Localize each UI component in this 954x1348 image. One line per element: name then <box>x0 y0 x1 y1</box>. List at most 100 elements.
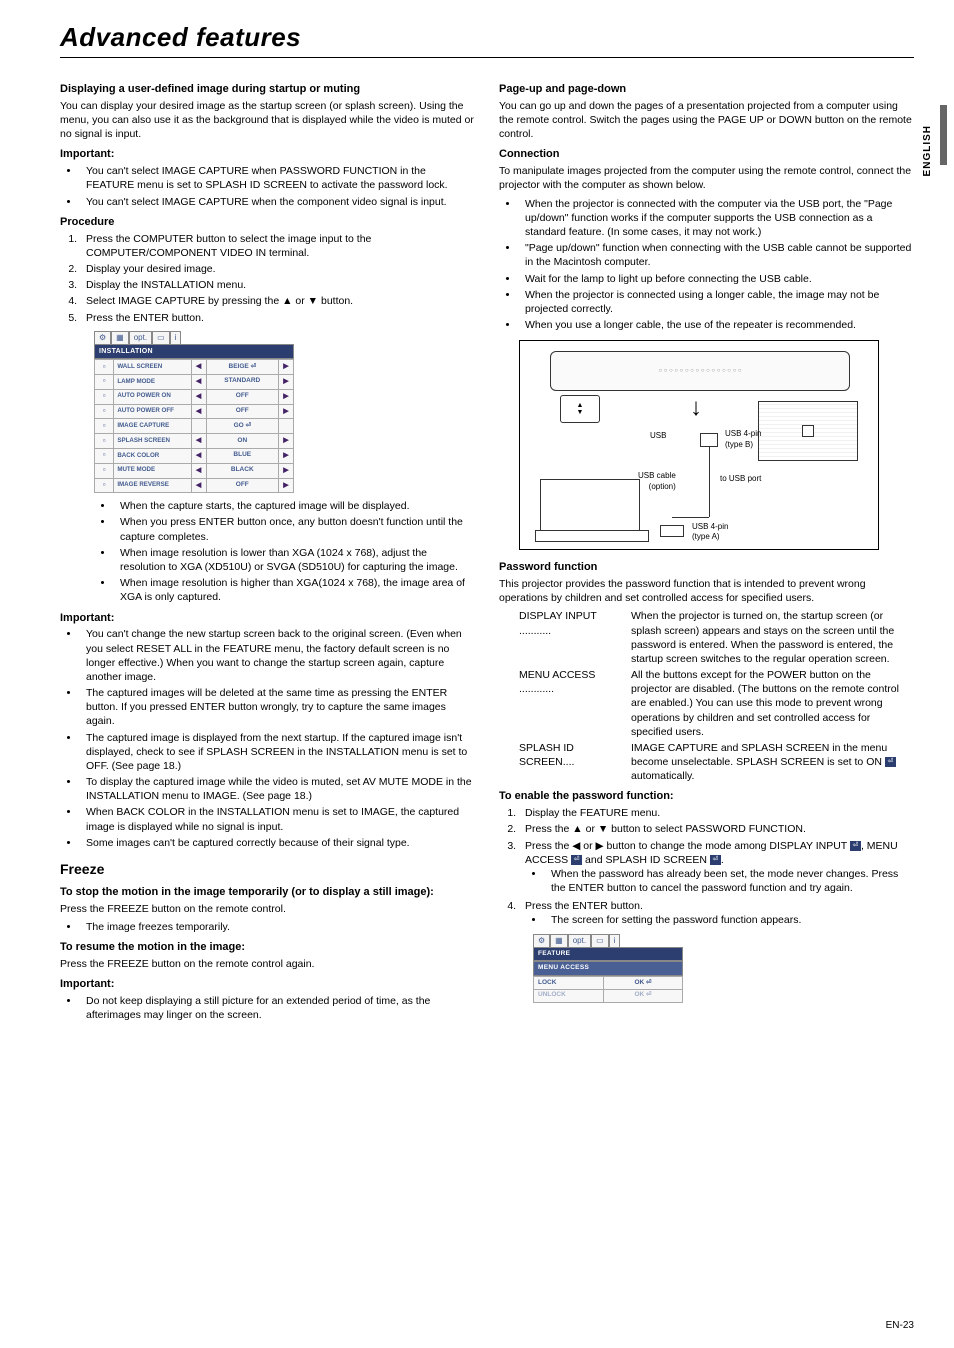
heading-freeze-resume: To resume the motion in the image: <box>60 940 475 955</box>
menu-row-label: LOCK <box>534 977 604 990</box>
left-arrow-icon: ◀ <box>191 434 206 449</box>
menu-row-label: LAMP MODE <box>114 374 191 389</box>
lock-icon: ⏎ <box>885 757 896 767</box>
laptop-icon <box>540 479 640 539</box>
procedure-list: Press the COMPUTER button to select the … <box>60 232 475 325</box>
menu-row: ▫MUTE MODE◀BLACK▶ <box>95 463 294 478</box>
list-item: When image resolution is higher than XGA… <box>114 576 475 604</box>
projector-icon <box>758 401 858 461</box>
page-title: Advanced features <box>60 20 914 58</box>
menu-rows: ▫WALL SCREEN◀BEIGE ⏎▶▫LAMP MODE◀STANDARD… <box>94 359 294 493</box>
definition-row: DISPLAY INPUT ........... When the proje… <box>519 609 914 666</box>
menu-tabs: ⚙ ▦ opt. ▭ i <box>94 331 294 344</box>
menu-row: ▫SPLASH SCREEN◀ON▶ <box>95 434 294 449</box>
menu-row-value: STANDARD <box>206 374 278 389</box>
connection-diagram: ○ ○ ○ ○ ○ ○ ○ ○ ○ ○ ○ ○ ○ ○ ○ ○ ▲▼ ↓ USB… <box>519 340 879 550</box>
menu-row-label: MUTE MODE <box>114 463 191 478</box>
heading-freeze-stop: To stop the motion in the image temporar… <box>60 885 475 900</box>
left-arrow-icon: ◀ <box>191 448 206 463</box>
right-arrow-icon: ▶ <box>279 389 294 404</box>
menu-tab-icon: i <box>170 331 182 344</box>
menu-row-value: OFF <box>206 389 278 404</box>
menu-row-icon: ▫ <box>95 478 114 493</box>
menu-row: ▫LAMP MODE◀STANDARD▶ <box>95 374 294 389</box>
menu-header: FEATURE <box>533 947 683 962</box>
important-list-3: Do not keep displaying a still picture f… <box>60 994 475 1022</box>
menu-row: ▫IMAGE CAPTUREGO ⏎ <box>95 419 294 434</box>
lock-icon: ⏎ <box>710 855 721 865</box>
feature-menu: ⚙ ▦ opt. ▭ i FEATURE MENU ACCESS LOCKOK … <box>533 934 683 1003</box>
down-arrow-icon: ↓ <box>690 396 702 420</box>
list-item: When the projector is connected using a … <box>519 288 914 316</box>
list-item: Display your desired image. <box>80 262 475 276</box>
menu-tab-icon: ⚙ <box>94 331 111 344</box>
menu-row-label: WALL SCREEN <box>114 360 191 375</box>
paragraph: You can go up and down the pages of a pr… <box>499 99 914 142</box>
heading-connection: Connection <box>499 147 914 162</box>
page-updown-icon: ▲▼ <box>560 395 600 423</box>
important-list: You can't select IMAGE CAPTURE when PASS… <box>60 164 475 209</box>
menu-tab-icon: ▦ <box>550 934 568 947</box>
list-item: When the password has already been set, … <box>545 867 914 895</box>
menu-tab-icon: opt. <box>129 331 152 344</box>
diagram-label-usb: USB <box>650 431 666 442</box>
diagram-label-usbcable: USB cable (option) <box>638 471 676 493</box>
left-column: Displaying a user-defined image during s… <box>60 76 475 1026</box>
menu-tab-icon: ▦ <box>111 331 129 344</box>
menu-row-label: AUTO POWER OFF <box>114 404 191 419</box>
left-arrow-icon <box>191 419 206 434</box>
right-arrow-icon: ▶ <box>279 360 294 375</box>
cable-line <box>672 517 709 518</box>
paragraph: To manipulate images projected from the … <box>499 164 914 192</box>
menu-row-icon: ▫ <box>95 463 114 478</box>
connection-list: When the projector is connected with the… <box>499 197 914 333</box>
definition-row: MENU ACCESS ............ All the buttons… <box>519 668 914 739</box>
list-item: Press the ENTER button. <box>80 311 475 325</box>
heading-important: Important: <box>60 977 475 992</box>
menu-tab-icon: i <box>609 934 621 947</box>
list-item: Display the FEATURE menu. <box>519 806 914 820</box>
password-definitions: DISPLAY INPUT ........... When the proje… <box>499 609 914 783</box>
menu-row-value: OFF <box>206 478 278 493</box>
definition-term: MENU ACCESS ............ <box>519 668 631 739</box>
right-arrow-icon: ▶ <box>279 463 294 478</box>
lock-icon: ⏎ <box>850 841 861 851</box>
menu-row: ▫AUTO POWER ON◀OFF▶ <box>95 389 294 404</box>
menu-tab-icon: ▭ <box>152 331 170 344</box>
right-arrow-icon: ▶ <box>596 840 604 852</box>
list-item: Wait for the lamp to light up before con… <box>519 272 914 286</box>
list-item: Press the COMPUTER button to select the … <box>80 232 475 260</box>
usb-b-connector-icon <box>700 433 718 447</box>
list-item: Press the ◀ or ▶ button to change the mo… <box>519 839 914 896</box>
left-arrow-icon: ◀ <box>191 478 206 493</box>
list-item: Some images can't be captured correctly … <box>80 836 475 850</box>
menu-row: LOCKOK ⏎ <box>534 977 683 990</box>
menu-row-label: BACK COLOR <box>114 448 191 463</box>
menu-row-value: OFF <box>206 404 278 419</box>
paragraph: Press the FREEZE button on the remote co… <box>60 957 475 971</box>
menu-row-icon: ▫ <box>95 404 114 419</box>
left-arrow-icon: ◀ <box>191 463 206 478</box>
list-item: Press the ENTER button. The screen for s… <box>519 899 914 927</box>
installation-menu: ⚙ ▦ opt. ▭ i INSTALLATION ▫WALL SCREEN◀B… <box>94 331 294 494</box>
right-arrow-icon: ▶ <box>279 478 294 493</box>
right-arrow-icon: ▶ <box>279 448 294 463</box>
definition-term: DISPLAY INPUT ........... <box>519 609 631 666</box>
list-item: When you use a longer cable, the use of … <box>519 318 914 332</box>
menu-row-label: UNLOCK <box>534 989 604 1002</box>
menu-subheader: MENU ACCESS <box>533 961 683 976</box>
right-arrow-icon <box>279 419 294 434</box>
menu-row-icon: ▫ <box>95 448 114 463</box>
menu-row: ▫AUTO POWER OFF◀OFF▶ <box>95 404 294 419</box>
menu-row-value: ON <box>206 434 278 449</box>
menu-row-icon: ▫ <box>95 419 114 434</box>
right-arrow-icon: ▶ <box>279 434 294 449</box>
paragraph: You can display your desired image as th… <box>60 99 475 142</box>
left-arrow-icon: ◀ <box>191 389 206 404</box>
menu-header: INSTALLATION <box>94 344 294 359</box>
menu-row: UNLOCKOK ⏎ <box>534 989 683 1002</box>
menu-row-icon: ▫ <box>95 374 114 389</box>
paragraph: This projector provides the password fun… <box>499 577 914 605</box>
menu-row: ▫IMAGE REVERSE◀OFF▶ <box>95 478 294 493</box>
menu-row-value: OK ⏎ <box>604 977 683 990</box>
